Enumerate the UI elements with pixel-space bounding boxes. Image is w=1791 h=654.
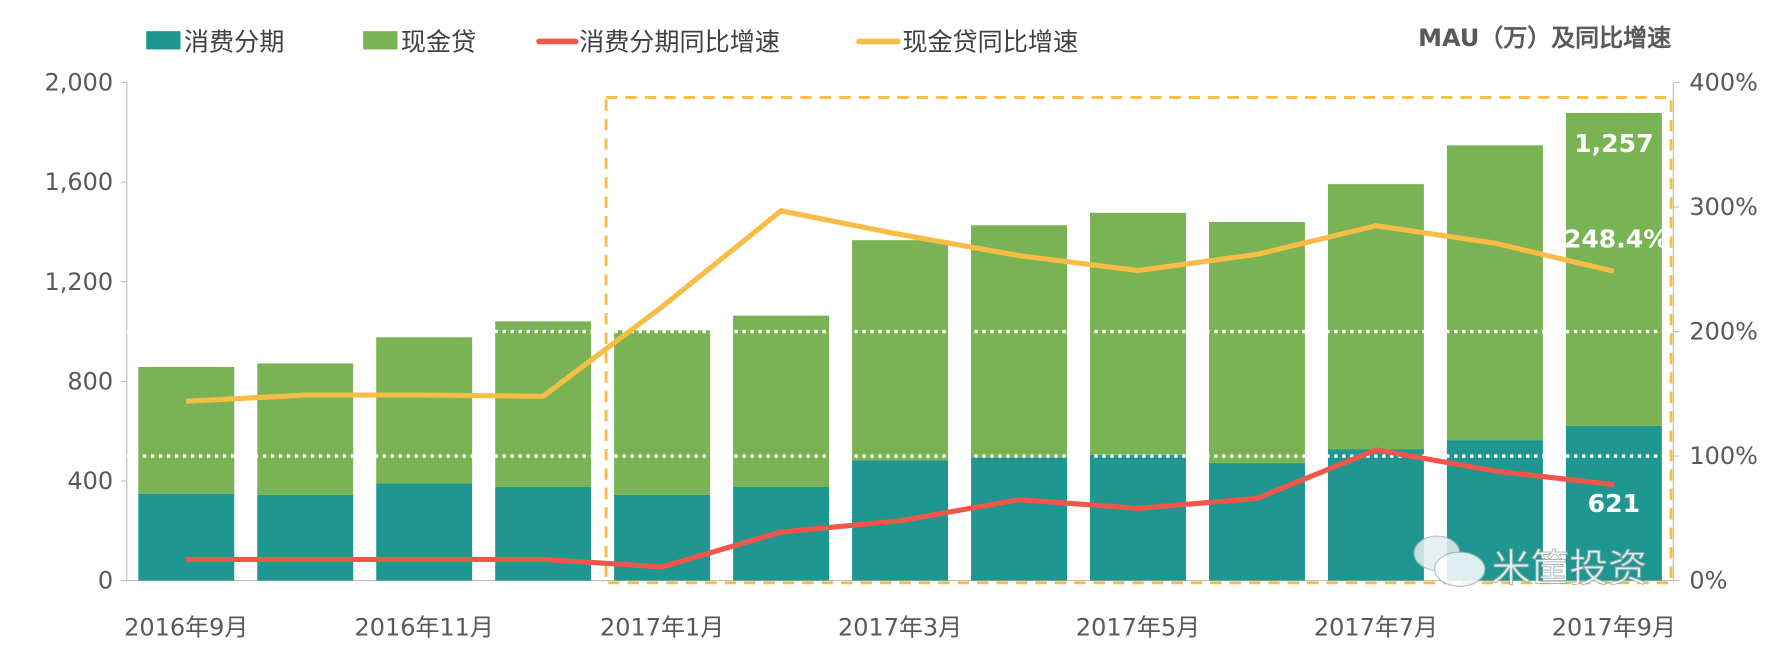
chart-title: MAU（万）及同比增速	[1418, 24, 1671, 52]
bar-installment	[495, 486, 592, 581]
x-axis-tick-label: 2017年3月	[838, 613, 962, 641]
x-axis-tick-label: 2016年9月	[124, 613, 248, 641]
bar-installment	[376, 483, 473, 581]
data-label-cash-loan-growth: 248.4%	[1564, 224, 1669, 253]
bar-installment	[257, 494, 354, 581]
left-axis-tick-label: 400	[67, 467, 113, 495]
legend: 消费分期 现金贷 消费分期同比增速 现金贷同比增速	[146, 28, 1078, 57]
right-axis-tick-label: 400%	[1689, 69, 1758, 97]
x-axis-tick-label: 2017年9月	[1552, 613, 1676, 641]
x-axis-tick-label: 2016年11月	[354, 613, 493, 641]
legend-swatch-installment	[146, 31, 181, 50]
legend-label-installment: 消费分期	[184, 28, 284, 57]
legend-label-cash-loan-growth: 现金贷同比增速	[902, 28, 1078, 57]
bar-cash-loan	[1446, 145, 1543, 441]
x-axis-tick-label: 2017年7月	[1314, 613, 1438, 641]
bar-installment	[1090, 454, 1186, 581]
bar-cash-loan	[495, 321, 592, 487]
bar-cash-loan	[852, 240, 949, 461]
data-label-installment: 621	[1588, 489, 1640, 518]
bar-installment	[1208, 463, 1305, 581]
legend-label-cash-loan: 现金贷	[401, 28, 476, 57]
right-axis-tick-label: 100%	[1689, 442, 1758, 470]
legend-label-installment-growth: 消费分期同比增速	[579, 28, 780, 57]
left-axis-tick-label: 1,600	[44, 168, 113, 196]
bar-installment	[1565, 425, 1662, 581]
left-axis-tick-label: 800	[67, 367, 113, 395]
bar-installment	[138, 493, 235, 581]
bar-installment	[971, 457, 1068, 581]
left-axis-tick-label: 1,200	[44, 268, 113, 296]
right-axis-tick-label: 300%	[1689, 193, 1758, 221]
bar-cash-loan	[1090, 212, 1186, 455]
bar-cash-loan	[257, 363, 354, 495]
legend-swatch-cash-loan	[363, 31, 398, 50]
bar-cash-loan	[376, 337, 473, 484]
left-axis-tick-label: 0	[98, 567, 113, 595]
bar-installment	[1327, 449, 1424, 581]
bar-cash-loan	[733, 315, 830, 487]
bar-cash-loan	[1208, 222, 1305, 464]
x-axis-tick-label: 2017年5月	[1076, 613, 1200, 641]
data-label-cash-loan: 1,257	[1574, 129, 1653, 158]
x-axis-tick-label: 2017年1月	[600, 613, 724, 641]
highlight-box	[604, 95, 1673, 585]
bar-cash-loan	[614, 330, 711, 495]
bar-cash-loan	[138, 366, 235, 494]
bar-cash-loan	[971, 225, 1068, 458]
wechat-icon-bubble	[1434, 551, 1486, 587]
right-axis-tick-label: 0%	[1689, 567, 1727, 595]
watermark-text: 米筐投资	[1492, 547, 1647, 592]
watermark: 米筐投资	[1413, 535, 1648, 592]
right-axis-tick-label: 200%	[1689, 318, 1758, 346]
left-axis-tick-label: 2,000	[44, 69, 113, 97]
